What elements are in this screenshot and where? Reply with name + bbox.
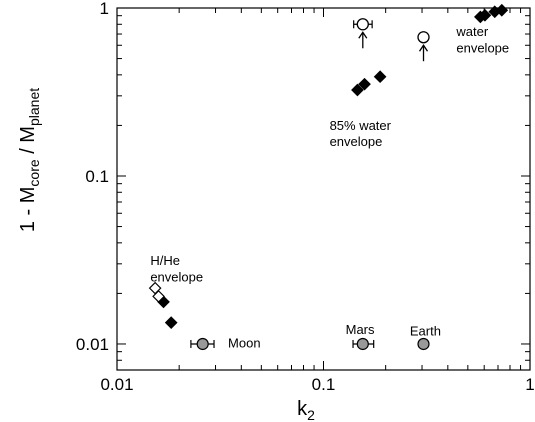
data-point-open-diamond bbox=[152, 290, 165, 303]
annotation-label: Earth bbox=[410, 324, 441, 339]
marks bbox=[148, 3, 509, 351]
data-point-filled-diamond bbox=[495, 3, 509, 17]
annotation-label: envelope bbox=[456, 40, 509, 55]
data-point-filled-diamond bbox=[358, 77, 371, 91]
data-point-filled-diamond bbox=[351, 83, 364, 97]
data-point-filled-diamond bbox=[164, 316, 178, 329]
y-tick-label: 0.01 bbox=[76, 335, 109, 354]
annotation-label: 85% water bbox=[330, 118, 392, 133]
y-tick-label: 0.1 bbox=[85, 167, 109, 186]
data-point-filled-diamond bbox=[373, 70, 387, 84]
data-point-gray-circle bbox=[196, 337, 209, 351]
data-point-open-circle bbox=[356, 18, 369, 31]
data-point-open-circle bbox=[417, 31, 430, 44]
data-point-gray-circle bbox=[356, 337, 369, 351]
ticks bbox=[116, 8, 530, 371]
x-axis-label: k2 bbox=[297, 398, 315, 422]
plot-frame bbox=[116, 7, 531, 371]
tick-labels: 0.01 0.1 1 0.01 0.1 1 bbox=[76, 0, 535, 394]
annotation-label: envelope bbox=[330, 134, 383, 149]
y-tick-label: 1 bbox=[100, 0, 109, 18]
annotation-label: H/He bbox=[150, 253, 180, 268]
annotation-label: water bbox=[455, 24, 488, 39]
arrow-head bbox=[418, 44, 429, 52]
annotation-label: Moon bbox=[228, 336, 261, 351]
x-tick-label: 0.01 bbox=[100, 375, 133, 394]
annotation-label: envelope bbox=[150, 270, 203, 285]
x-tick-label: 0.1 bbox=[312, 375, 336, 394]
y-axis-label: 1 - Mcore / Mplanet bbox=[17, 88, 42, 232]
arrow-head bbox=[358, 31, 368, 39]
data-point-filled-diamond bbox=[478, 8, 492, 22]
data-point-gray-circle bbox=[417, 337, 430, 351]
x-tick-label: 1 bbox=[525, 375, 534, 394]
annotation-label: Mars bbox=[346, 322, 375, 337]
